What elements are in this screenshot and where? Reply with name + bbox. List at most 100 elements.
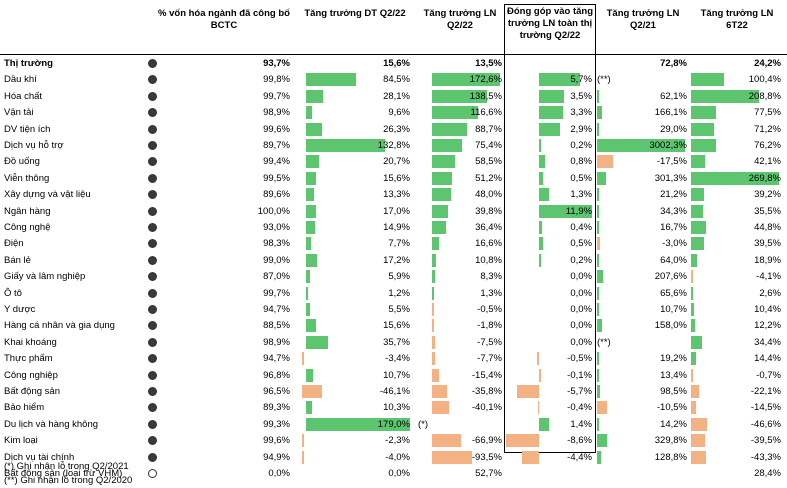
dt-cell: 5,5% <box>302 302 412 318</box>
ln6t-value: 100,4% <box>748 74 781 86</box>
cap-value: 0,0% <box>268 468 290 479</box>
contrib-value: -4,4% <box>567 451 592 463</box>
dt-value: -2,3% <box>385 435 410 447</box>
ln6t-bar <box>691 401 696 415</box>
ln6t-cell: 39,2% <box>691 187 783 203</box>
contrib-cell: -5,7% <box>506 384 594 400</box>
contrib-value: 0,8% <box>570 156 592 168</box>
sector-name: Giấy và lâm nghiệp <box>4 271 86 283</box>
dt-bar <box>306 89 324 103</box>
ln6t-bar <box>691 237 704 251</box>
ln6t-value: 71,2% <box>754 123 781 135</box>
contrib-bar <box>539 237 543 251</box>
ln-bar <box>432 303 434 316</box>
contrib-cell: 0,8% <box>506 154 594 170</box>
dt-cell: 84,5% <box>302 72 412 88</box>
ln-bar <box>432 221 447 234</box>
ln21-value: 13,4% <box>660 369 687 381</box>
sector-name: Viễn thông <box>4 172 50 184</box>
table-row: Ngân hàng 100,0% 17,0% 39,8% 11,9% 34,3% 35,5% <box>0 204 787 220</box>
cap-value: 96,5% <box>263 386 290 397</box>
dt-cell: -4,0% <box>302 450 412 466</box>
ln-value: 75,4% <box>475 140 502 151</box>
ln6t-cell: 76,2% <box>691 138 783 154</box>
table-row: Thực phẩm 94,7% -3,4% -7,7% -0,5% 19,2% 14,4% <box>0 351 787 367</box>
sector-name: Ngân hàng <box>4 205 51 217</box>
ln6t-bar <box>691 106 717 120</box>
contrib-value: 0,0% <box>570 271 592 283</box>
ln21-note: (**) <box>597 336 611 348</box>
table-row: Bảo hiểm 89,3% 10,3% -40,1% -0,4% -10,5% -14,5… <box>0 400 787 416</box>
contrib-cell: 0,0% <box>506 318 594 334</box>
circle-icon <box>148 419 157 429</box>
table-row: Thị trường 93,7% 15,6% 13,5% 72,8% 24,2% <box>0 56 787 72</box>
dt-value: 5,5% <box>388 304 410 315</box>
ln21-value: 14,2% <box>660 418 687 430</box>
circle-icon <box>148 223 157 232</box>
circle-icon <box>148 288 157 298</box>
contrib-cell: 0,2% <box>506 253 594 269</box>
circle-icon <box>148 337 157 347</box>
ln6t-bar <box>691 286 693 300</box>
ln21-value: 62,1% <box>660 90 687 102</box>
ln21-cell: 166,1% <box>597 105 689 121</box>
ln6t-value: 2,6% <box>759 287 781 299</box>
ln-value: 13,5% <box>475 58 502 69</box>
footnote-2: (**) Ghi nhận lỗ trong Q2/2020 <box>4 475 133 486</box>
contrib-bar <box>506 434 540 448</box>
dt-bar <box>302 434 304 448</box>
table-row: Công nghệ 93,0% 14,9% 36,4% 0,4% 16,7% 44,8% <box>0 220 787 236</box>
ln21-value: 207,6% <box>654 271 687 283</box>
ln21-value: 34,3% <box>660 205 687 217</box>
ln6t-value: -43,3% <box>750 451 781 463</box>
dt-value: 0,0% <box>388 468 410 479</box>
ln6t-cell: -46,6% <box>691 417 783 433</box>
cap-value: 99,7% <box>263 90 290 102</box>
table-row: DV tiện ích 99,6% 26,3% 88,7% 2,9% 29,0% 71,2% <box>0 122 787 138</box>
sector-name: Du lịch và hàng không <box>4 418 99 430</box>
ln-value: 51,2% <box>475 172 502 184</box>
contrib-value: 11,9% <box>565 205 592 217</box>
contrib-bar <box>539 171 543 185</box>
sector-name: Y dược <box>4 304 36 315</box>
dt-value: 28,1% <box>383 90 410 102</box>
cap-value: 99,5% <box>263 172 290 184</box>
table-row: Viễn thông 99,5% 15,6% 51,2% 0,5% 301,3% 269,8… <box>0 171 787 187</box>
dt-note: (*) <box>417 418 428 430</box>
circle-icon <box>148 190 157 200</box>
sector-name: Dịch vụ tài chính <box>4 451 75 463</box>
ln-bar <box>432 352 436 366</box>
dt-bar <box>306 335 328 349</box>
ln21-cell: 19,2% <box>597 351 689 367</box>
cap-value: 98,3% <box>263 238 290 250</box>
contrib-bar <box>539 106 563 120</box>
ln21-value: 158,0% <box>654 320 687 332</box>
ln-bar <box>432 368 439 382</box>
sector-name: Hàng cá nhân và gia dụng <box>4 320 115 332</box>
contrib-cell: 3,3% <box>506 105 594 121</box>
contrib-cell <box>506 466 594 482</box>
ln21-cell: 128,8% <box>597 450 689 466</box>
dt-bar <box>306 106 313 120</box>
ln-value: 138,5% <box>469 90 502 102</box>
dt-cell: 7,7% <box>302 236 412 252</box>
ln6t-value: 42,1% <box>754 156 781 168</box>
ln21-cell: 158,0% <box>597 318 689 334</box>
ln6t-bar <box>691 319 695 333</box>
table-row: Điện 98,3% 7,7% 16,6% 0,5% -3,0% 39,5% <box>0 236 787 252</box>
ln21-bar <box>597 155 613 169</box>
ln6t-cell: 208,8% <box>691 89 783 105</box>
dt-cell: 0,0% <box>302 466 412 482</box>
contrib-cell: 0,0% <box>506 302 594 318</box>
contrib-cell: 0,0% <box>506 269 594 285</box>
ln-cell: 8,3% <box>432 269 504 285</box>
circle-icon <box>148 305 157 314</box>
ln21-value: 166,1% <box>654 107 687 119</box>
ln21-bar <box>597 352 599 366</box>
circle-icon <box>148 75 157 85</box>
cap-value: 99,7% <box>263 287 290 299</box>
ln-cell: 58,5% <box>432 154 504 170</box>
header-ln: Tăng trưởng LN Q2/22 <box>423 8 497 31</box>
ln6t-bar <box>691 450 706 464</box>
contrib-value: 3,5% <box>570 90 592 102</box>
